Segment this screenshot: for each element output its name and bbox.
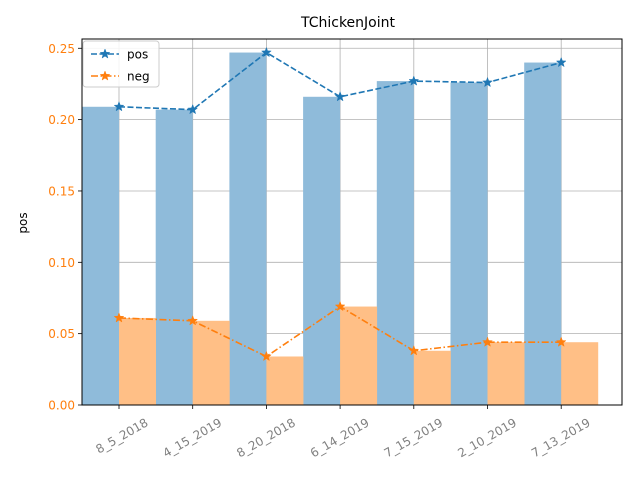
bar-neg [192,320,230,405]
bar-neg [561,342,599,405]
marker-neg [482,336,493,347]
y-tick-label: 0.20 [48,113,75,127]
chart-title: TChickenJoint [300,15,396,31]
marker-neg [260,350,272,362]
marker-pos [555,56,567,68]
marker-neg [187,315,199,326]
bar-pos [450,82,488,405]
legend-label-pos: pos [127,48,148,62]
bar-neg [340,306,378,405]
bar-pos [376,81,414,405]
y-tick-label: 0.05 [48,327,75,341]
legend-marker-neg [99,70,111,81]
marker-pos [482,76,493,88]
line-layer [113,46,567,362]
marker-pos [334,91,346,102]
y-tick-label: 0.25 [48,42,75,56]
marker-pos [260,46,272,58]
x-tick-label: 8_20_2018 [234,415,298,460]
x-tick-label: 6_14_2019 [308,415,372,460]
marker-pos [187,103,199,115]
x-tick-label: 7_13_2019 [529,415,593,460]
x-tick-label: 7_15_2019 [382,415,446,460]
bar-neg [266,356,304,405]
marker-neg [555,336,567,347]
bar-layer [82,52,599,406]
y-tick-label: 0.00 [48,399,75,413]
x-tick-label: 2_10_2019 [455,415,519,460]
y-tick-label: 0.10 [48,256,75,270]
plot-frame [81,38,623,406]
bar-neg [413,350,451,405]
x-tick-label: 8_5_2018 [93,415,150,456]
bar-pos [82,106,119,406]
marker-neg [113,312,125,323]
bar-pos [229,52,267,406]
legend-marker-pos [99,48,111,59]
legend: pos neg [82,40,160,88]
bar-pos [155,109,193,405]
legend-label-neg: neg [127,70,150,84]
y-axis-label: pos [16,212,30,233]
y-tick-label: 0.15 [48,184,75,198]
bar-pos [524,62,562,406]
bar-pos [303,96,341,405]
marker-neg [408,345,420,356]
marker-pos [408,75,420,86]
marker-pos [113,101,125,112]
marker-neg [334,300,346,312]
x-tick-label: 4_15_2019 [161,415,225,460]
bar-neg [487,342,525,405]
bar-neg [119,317,156,405]
